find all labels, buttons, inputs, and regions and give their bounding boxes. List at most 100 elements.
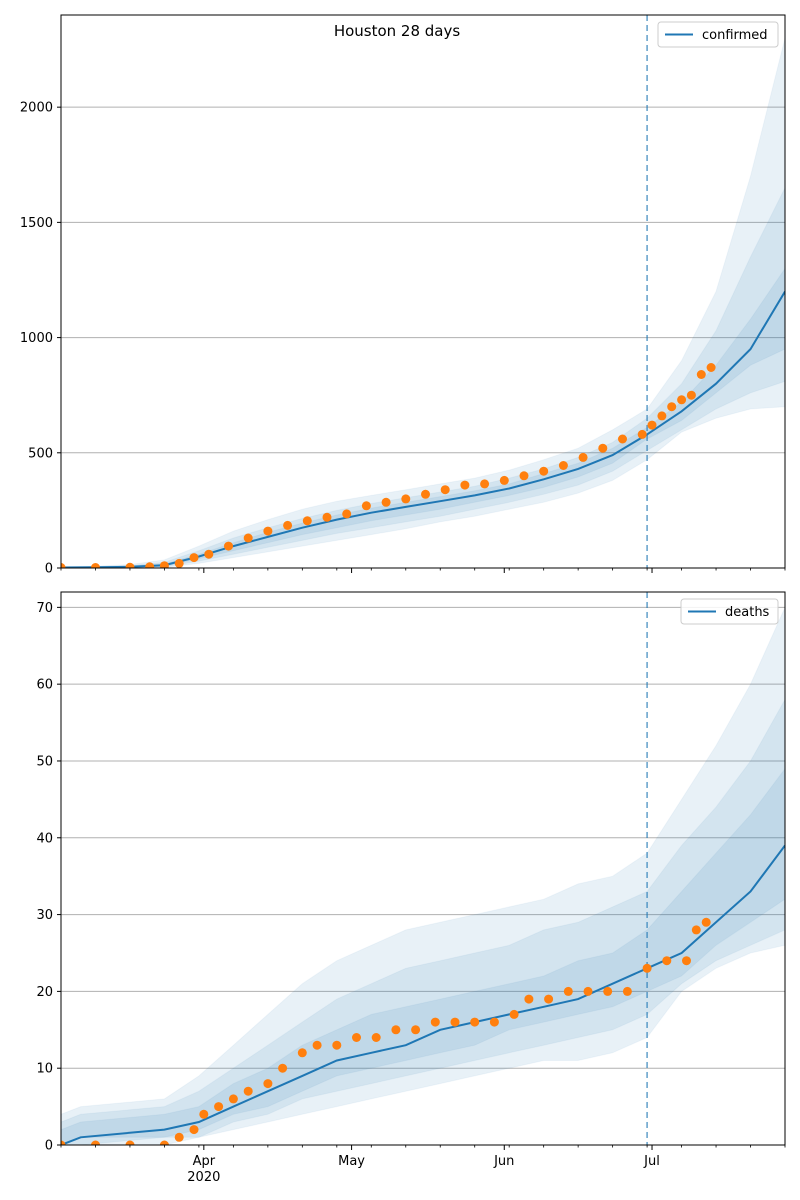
observed-point: [204, 549, 214, 559]
chart-title: Houston 28 days: [334, 22, 461, 40]
observed-point: [539, 466, 549, 476]
observed-point: [701, 917, 711, 927]
observed-point: [578, 452, 588, 462]
observed-point: [509, 1009, 519, 1019]
x-tick-label: Apr 2020: [187, 1154, 220, 1185]
y-tick-label: 1000: [20, 331, 53, 346]
y-tick-label: 2000: [20, 101, 53, 116]
uncertainty-band: [61, 187, 785, 568]
observed-point: [499, 475, 509, 485]
legend-label: deaths: [725, 605, 770, 620]
observed-point: [440, 485, 450, 495]
observed-point: [297, 1048, 307, 1058]
observed-point: [637, 429, 647, 439]
observed-point: [489, 1017, 499, 1027]
confirmed-panel: 0 500 1000 1500 2000 confirmed: [20, 14, 786, 577]
observed-point: [283, 520, 293, 530]
y-tick-label: 30: [36, 908, 53, 923]
observed-point: [361, 501, 371, 511]
axes-frame: [60, 14, 786, 569]
y-tick-label: 500: [28, 446, 53, 461]
y-tick-label: 60: [36, 678, 53, 693]
observed-point: [159, 561, 169, 568]
observed-point: [91, 563, 100, 568]
observed-point: [706, 363, 716, 372]
deaths-panel: 0 10 20 30 40 50 60 70 Apr 2020 May Jun Jul deaths: [36, 591, 786, 1185]
observed-point: [263, 526, 273, 536]
observed-point: [647, 420, 657, 430]
observed-point: [519, 471, 529, 481]
observed-point: [470, 1017, 480, 1027]
observed-point: [322, 512, 332, 522]
observed-point: [667, 402, 677, 412]
y-tick-label: 1500: [20, 216, 53, 231]
observed-point: [411, 1025, 421, 1035]
observed-point: [686, 390, 696, 400]
plot-area: [61, 15, 785, 568]
uncertainty-band: [61, 267, 785, 568]
observed-point: [558, 461, 568, 470]
y-tick-label: 50: [36, 754, 53, 769]
observed-point: [278, 1063, 288, 1073]
observed-point: [682, 956, 691, 966]
observed-point: [450, 1017, 460, 1027]
observed-point: [677, 395, 687, 405]
observed-point: [224, 541, 233, 551]
observed-point: [460, 480, 470, 490]
observed-point: [243, 1086, 253, 1096]
y-tick-label: 0: [45, 1139, 53, 1154]
uncertainty-band: [61, 607, 785, 1145]
observed-point: [174, 1132, 184, 1142]
observed-point: [342, 509, 352, 519]
legend-box: [657, 21, 779, 48]
observed-point: [642, 963, 652, 973]
observed-point: [371, 1033, 381, 1042]
observed-point: [524, 994, 534, 1004]
x-tick-label: Jul: [643, 1154, 660, 1169]
y-tick-label: 10: [36, 1062, 53, 1077]
observed-point: [691, 925, 701, 935]
observed-point: [145, 562, 155, 568]
observed-point: [61, 563, 66, 568]
legend-box: [680, 598, 779, 625]
plot-area: [61, 592, 785, 1145]
observed-point: [312, 1040, 322, 1050]
observed-point: [622, 986, 632, 996]
observed-point: [189, 553, 199, 563]
observed-point: [618, 434, 627, 444]
observed-point: [662, 956, 672, 966]
observed-point: [603, 986, 613, 996]
observed-point: [430, 1017, 440, 1027]
y-tick-label: 20: [36, 985, 53, 1000]
y-tick-label: 70: [36, 601, 53, 616]
observed-point: [263, 1079, 273, 1089]
axes-frame: [60, 591, 786, 1146]
observed-point: [381, 497, 391, 507]
uncertainty-band: [61, 698, 785, 1145]
observed-point: [125, 562, 135, 568]
observed-point: [61, 1140, 66, 1145]
x-tick-label: May: [338, 1154, 365, 1169]
observed-point: [125, 1140, 135, 1145]
observed-point: [199, 1109, 209, 1119]
observed-point: [243, 533, 253, 543]
observed-point: [598, 443, 608, 453]
observed-point: [189, 1125, 199, 1135]
observed-point: [583, 986, 593, 996]
observed-point: [563, 986, 573, 996]
observed-point: [159, 1140, 169, 1145]
observed-point: [696, 370, 706, 379]
observed-point: [228, 1094, 238, 1104]
observed-point: [401, 494, 411, 504]
observed-point: [302, 516, 312, 526]
y-tick-label: 40: [36, 831, 53, 846]
x-tick-label: Jun: [493, 1154, 514, 1169]
observed-point: [214, 1102, 224, 1112]
uncertainty-band: [61, 37, 785, 568]
uncertainty-band: [61, 767, 785, 1145]
observed-point: [544, 994, 554, 1004]
observed-point: [91, 1140, 100, 1145]
legend-label: confirmed: [702, 28, 768, 43]
